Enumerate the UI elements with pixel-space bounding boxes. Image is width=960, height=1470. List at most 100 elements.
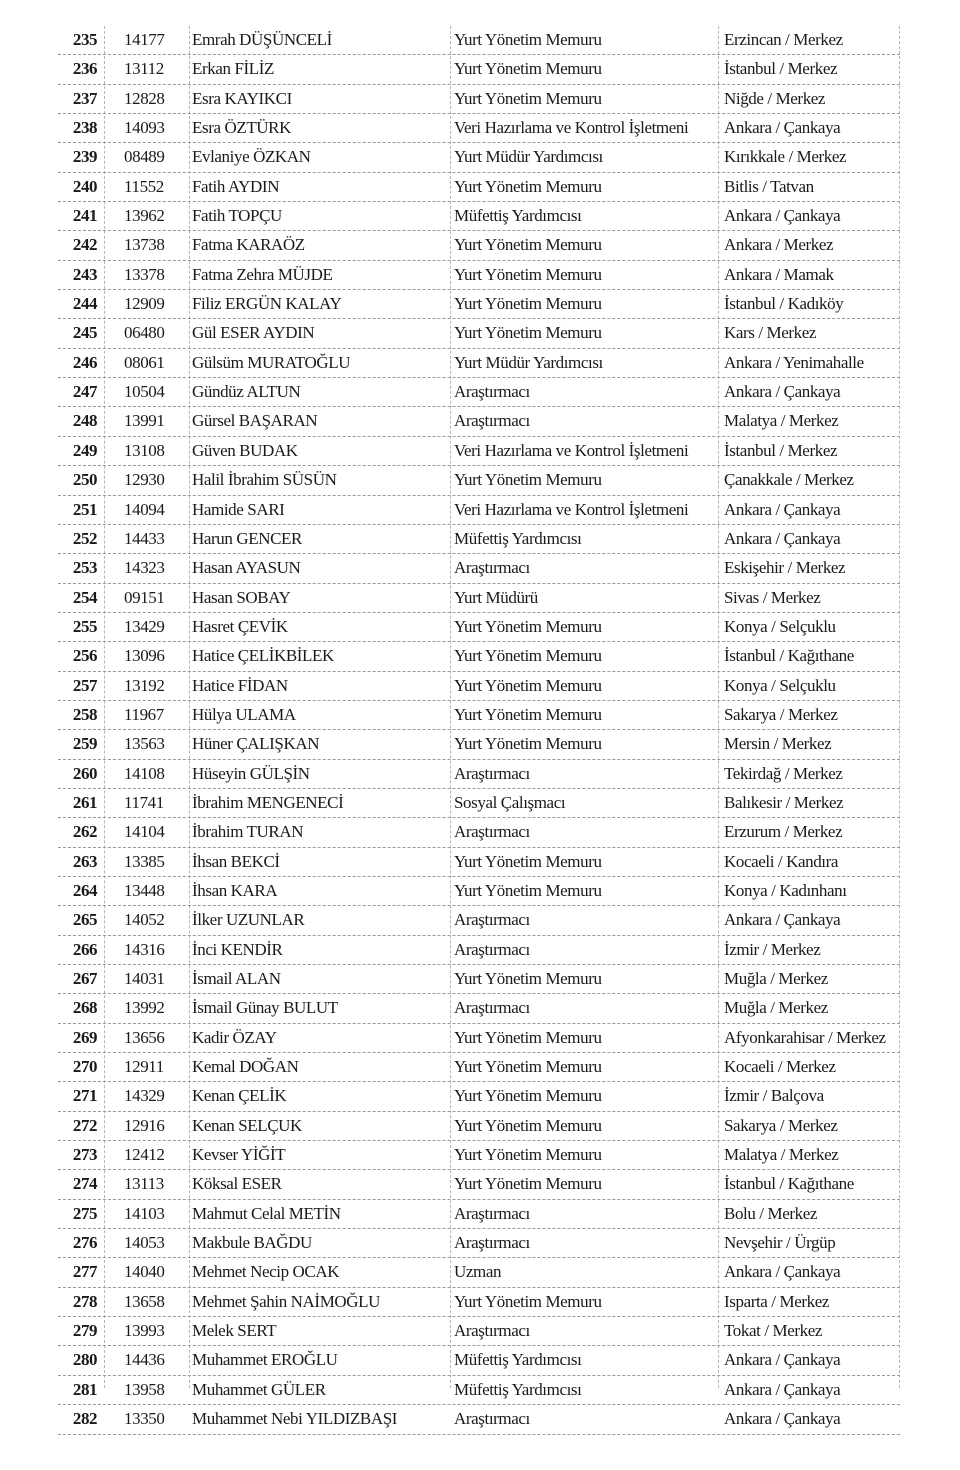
location: Ankara / Çankaya — [724, 206, 841, 226]
location: Muğla / Merkez — [724, 998, 828, 1018]
table-row: 281 13958 Muhammet GÜLER Müfettiş Yardımcıs… — [58, 1376, 900, 1406]
table-row: 252 14433 Harun GENCER Müfettiş Yardımcısı A… — [58, 525, 900, 555]
location: Ankara / Çankaya — [724, 118, 841, 138]
row-number: 251 — [72, 499, 98, 519]
row-number: 240 — [72, 176, 98, 196]
registry-number: 13962 — [124, 206, 165, 226]
full-name: Kemal DOĞAN — [192, 1057, 299, 1077]
registry-number: 12828 — [124, 88, 165, 108]
registry-number: 12911 — [124, 1057, 164, 1077]
job-title: Yurt Yönetim Memuru — [454, 704, 602, 724]
registry-number: 13096 — [124, 646, 165, 666]
location: Bolu / Merkez — [724, 1203, 817, 1223]
table-row: 276 14053 Makbule BAĞDU Araştırmacı Nevşehir… — [58, 1229, 900, 1259]
row-number: 259 — [72, 734, 98, 754]
job-title: Araştırmacı — [454, 1321, 530, 1341]
job-title: Yurt Yönetim Memuru — [454, 646, 602, 666]
table-row: 273 12412 Kevser YİĞİT Yurt Yönetim Memuru M… — [58, 1141, 900, 1171]
job-title: Yurt Yönetim Memuru — [454, 675, 602, 695]
full-name: Fatma Zehra MÜJDE — [192, 264, 333, 284]
full-name: Gündüz ALTUN — [192, 382, 301, 402]
full-name: Fatih TOPÇU — [192, 206, 282, 226]
registry-number: 13993 — [124, 1321, 165, 1341]
registry-number: 13992 — [124, 998, 165, 1018]
registry-number: 13656 — [124, 1027, 165, 1047]
table-row: 238 14093 Esra ÖZTÜRK Veri Hazırlama ve Kon… — [58, 114, 900, 144]
table-row: 278 13658 Mehmet Şahin NAİMOĞLU Yurt Yöneti… — [58, 1288, 900, 1318]
full-name: Köksal ESER — [192, 1174, 282, 1194]
registry-number: 14316 — [124, 939, 165, 959]
job-title: Yurt Müdürü — [454, 587, 538, 607]
location: İzmir / Merkez — [724, 939, 821, 959]
registry-number: 13738 — [124, 235, 165, 255]
job-title: Yurt Yönetim Memuru — [454, 264, 602, 284]
registry-number: 14433 — [124, 528, 165, 548]
job-title: Müfettiş Yardımcısı — [454, 528, 582, 548]
row-number: 255 — [72, 616, 98, 636]
registry-number: 14436 — [124, 1350, 165, 1370]
location: Erzurum / Merkez — [724, 822, 843, 842]
job-title: Yurt Yönetim Memuru — [454, 616, 602, 636]
job-title: Veri Hazırlama ve Kontrol İşletmeni — [454, 499, 689, 519]
table-row: 239 08489 Evlaniye ÖZKAN Yurt Müdür Yardımc… — [58, 143, 900, 173]
location: Ankara / Merkez — [724, 235, 834, 255]
full-name: Erkan FİLİZ — [192, 59, 274, 79]
registry-number: 13113 — [124, 1174, 164, 1194]
row-number: 264 — [72, 880, 98, 900]
row-number: 265 — [72, 910, 98, 930]
job-title: Araştırmacı — [454, 822, 530, 842]
full-name: Kenan ÇELİK — [192, 1086, 287, 1106]
location: İzmir / Balçova — [724, 1086, 824, 1106]
table-row: 257 13192 Hatice FİDAN Yurt Yönetim Memuru K… — [58, 672, 900, 701]
table-row: 279 13993 Melek SERT Araştırmacı Tokat / Mer… — [58, 1317, 900, 1347]
job-title: Uzman — [454, 1262, 502, 1282]
location: Muğla / Merkez — [724, 969, 828, 988]
table-row: 282 13350 Muhammet Nebi YILDIZBAŞI Araştırm… — [58, 1405, 900, 1435]
table-row: 251 14094 Hamide SARI Veri Hazırlama ve Kon… — [58, 496, 900, 525]
row-number: 243 — [72, 264, 98, 284]
row-number: 236 — [72, 59, 98, 79]
column-divider — [450, 26, 451, 1388]
row-number: 275 — [72, 1203, 98, 1223]
job-title: Yurt Yönetim Memuru — [454, 1027, 602, 1047]
full-name: Esra KAYIKCI — [192, 88, 292, 108]
full-name: Melek SERT — [192, 1321, 277, 1341]
job-title: Araştırmacı — [454, 1203, 530, 1223]
job-title: Araştırmacı — [454, 558, 530, 578]
job-title: Yurt Yönetim Memuru — [454, 880, 602, 900]
registry-number: 13350 — [124, 1409, 165, 1429]
table-row: 260 14108 Hüseyin GÜLŞİN Araştırmacı Tekirda… — [58, 760, 900, 789]
table-row: 256 13096 Hatice ÇELİKBİLEK Yurt Yönetim Me… — [58, 642, 900, 672]
table-row: 253 14323 Hasan AYASUN Araştırmacı Eskişehir… — [58, 554, 900, 584]
location: İstanbul / Merkez — [724, 440, 838, 460]
row-number: 254 — [72, 587, 98, 607]
location: Tekirdağ / Merkez — [724, 763, 843, 783]
full-name: Muhammet Nebi YILDIZBAŞI — [192, 1409, 398, 1429]
job-title: Yurt Yönetim Memuru — [454, 1174, 602, 1194]
row-number: 273 — [72, 1145, 98, 1165]
full-name: İbrahim TURAN — [192, 822, 304, 842]
row-number: 252 — [72, 528, 98, 548]
registry-number: 10504 — [124, 382, 165, 402]
row-number: 235 — [72, 30, 98, 49]
location: Konya / Selçuklu — [724, 616, 836, 636]
table-row: 248 13991 Gürsel BAŞARAN Araştırmacı Malatya… — [58, 407, 900, 437]
location: Ankara / Çankaya — [724, 1409, 841, 1429]
table-row: 242 13738 Fatma KARAÖZ Yurt Yönetim Memuru A… — [58, 231, 900, 261]
registry-number: 13192 — [124, 675, 165, 695]
full-name: Evlaniye ÖZKAN — [192, 147, 311, 167]
registry-number: 14103 — [124, 1203, 165, 1223]
registry-number: 14177 — [124, 30, 165, 49]
row-number: 241 — [72, 206, 98, 226]
row-number: 260 — [72, 763, 98, 783]
job-title: Müfettiş Yardımcısı — [454, 1350, 582, 1370]
registry-number: 13108 — [124, 440, 165, 460]
column-divider — [899, 26, 900, 1388]
registry-number: 14052 — [124, 910, 165, 930]
job-title: Yurt Yönetim Memuru — [454, 235, 602, 255]
location: Eskişehir / Merkez — [724, 558, 846, 578]
row-number: 281 — [72, 1379, 98, 1399]
job-title: Yurt Yönetim Memuru — [454, 969, 602, 988]
row-number: 268 — [72, 998, 98, 1018]
job-title: Yurt Yönetim Memuru — [454, 851, 602, 871]
